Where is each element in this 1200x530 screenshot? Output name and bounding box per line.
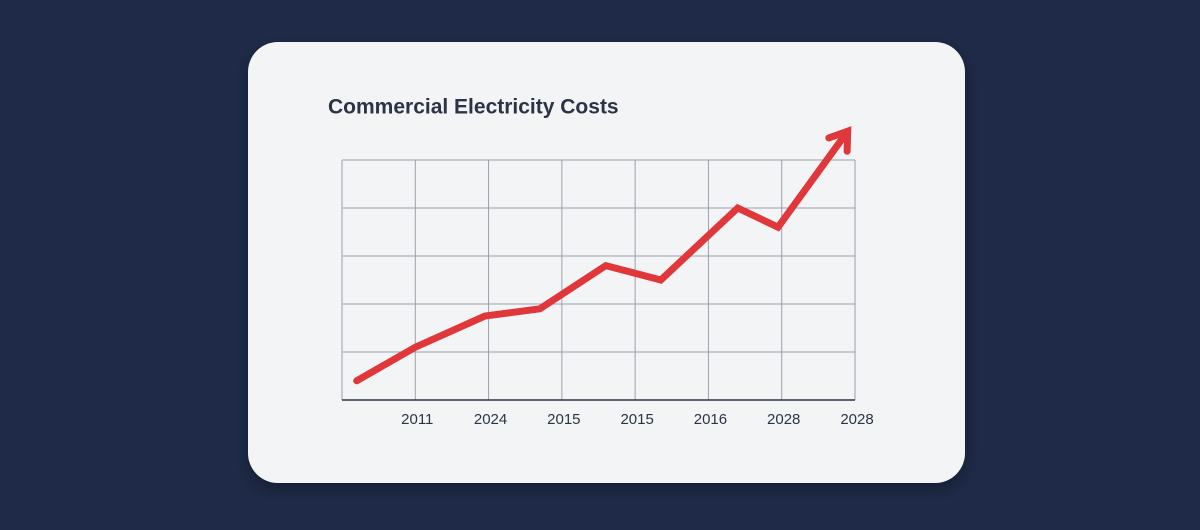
x-tick-label: 2015 <box>547 411 580 428</box>
arrow-head <box>825 126 852 155</box>
x-tick-label: 2028 <box>767 411 800 428</box>
x-tick-label: 2015 <box>620 411 653 428</box>
chart-title: Commercial Electricity Costs <box>328 96 619 119</box>
x-tick-label: 2011 <box>401 411 433 428</box>
x-tick-label: 2024 <box>474 411 507 428</box>
x-tick-label: 2028 <box>840 411 873 428</box>
line-series <box>353 127 852 385</box>
x-tick-label: 2016 <box>694 411 727 428</box>
plot-area: 2011 2024 2015 2015 2016 2028 2028 <box>341 126 874 428</box>
